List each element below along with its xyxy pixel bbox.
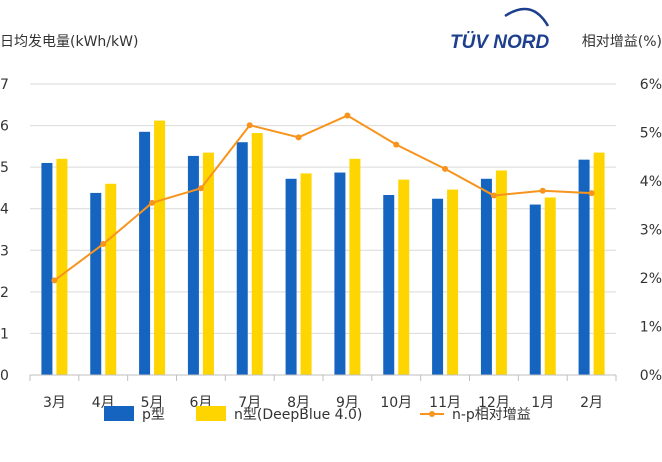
right-tick-label: 4% [640, 174, 662, 190]
gain-point [246, 122, 253, 129]
bar-n-type [593, 152, 605, 375]
left-tick-label: 7 [0, 77, 9, 93]
bar-p-type [41, 162, 53, 375]
x-tick-label: 2月 [580, 395, 603, 411]
gain-point [490, 192, 497, 199]
right-tick-label: 0% [640, 368, 662, 384]
gain-line-path [53, 114, 592, 282]
bar-p-type [383, 194, 395, 375]
legend-swatch [104, 406, 134, 421]
gain-point [442, 165, 449, 172]
tuv-nord-logo: TÜV NORD [450, 7, 550, 53]
bars [41, 120, 605, 375]
gain-point [295, 134, 302, 141]
bar-p-type [480, 178, 492, 375]
bar-p-type [285, 178, 297, 375]
right-tick-label: 3% [640, 223, 662, 239]
bar-n-type [349, 158, 361, 375]
x-tick-label: 11月 [429, 395, 461, 411]
legend-label: n型(DeepBlue 4.0) [234, 407, 362, 423]
gain-point [588, 190, 595, 197]
bar-p-type [578, 159, 590, 375]
logo-text: TÜV NORD [450, 32, 550, 53]
bar-n-type [251, 133, 263, 375]
bar-n-type [300, 173, 312, 375]
x-tick-label: 3月 [43, 395, 66, 411]
x-tick-label: 8月 [287, 395, 310, 411]
x-tick-label: 7月 [238, 395, 261, 411]
bar-p-type [187, 155, 199, 375]
legend-label: n-p相对增益 [452, 407, 531, 423]
left-tick-label: 3 [0, 243, 9, 259]
legend-marker [429, 411, 435, 417]
bar-n-type [56, 158, 68, 375]
left-tick-label: 6 [0, 119, 9, 135]
left-tick-label: 0 [0, 368, 9, 384]
legend: p型 n型(DeepBlue 4.0) n-p相对增益 [104, 406, 531, 423]
right-tick-label: 1% [640, 320, 662, 336]
left-axis-title: 日均发电量(kWh/kW) [0, 34, 138, 50]
logo-arc [504, 7, 550, 27]
right-tick-label: 5% [640, 126, 662, 142]
gain-point [539, 187, 546, 194]
bar-p-type [334, 172, 346, 375]
bar-p-type [90, 192, 102, 375]
gain-line [51, 112, 595, 284]
legend-item: n型(DeepBlue 4.0) [196, 406, 362, 423]
gain-point [51, 277, 58, 284]
left-tick-label: 5 [0, 160, 9, 176]
bar-p-type [432, 198, 444, 375]
x-tick-label: 9月 [336, 395, 359, 411]
bar-n-type [495, 170, 507, 375]
bar-n-type [447, 189, 459, 375]
x-tick-label: 12月 [478, 395, 510, 411]
legend-label: p型 [142, 407, 165, 423]
gain-point [100, 241, 107, 248]
bar-n-type [154, 120, 166, 375]
legend-swatch [196, 406, 226, 421]
x-tick-label: 5月 [141, 395, 164, 411]
bar-n-type [202, 152, 214, 375]
bar-p-type [139, 131, 151, 375]
gridlines [30, 83, 616, 334]
left-tick-label: 4 [0, 202, 9, 218]
gain-point [197, 185, 204, 192]
right-tick-label: 2% [640, 271, 662, 287]
bar-n-type [544, 197, 556, 375]
gain-point [393, 141, 400, 148]
legend-item: n-p相对增益 [420, 407, 531, 423]
bar-n-type [398, 179, 410, 375]
right-axis-title: 相对增益(%) [582, 34, 662, 50]
x-tick-label: 1月 [531, 395, 554, 411]
bar-p-type [236, 142, 248, 375]
gain-point [149, 199, 156, 206]
right-tick-label: 6% [640, 77, 662, 93]
legend-item: p型 [104, 406, 165, 423]
gain-point [344, 112, 351, 119]
bar-p-type [529, 204, 541, 375]
bar-n-type [105, 183, 117, 375]
left-tick-label: 1 [0, 326, 9, 342]
x-tick-label: 10月 [380, 395, 412, 411]
left-tick-label: 2 [0, 285, 9, 301]
